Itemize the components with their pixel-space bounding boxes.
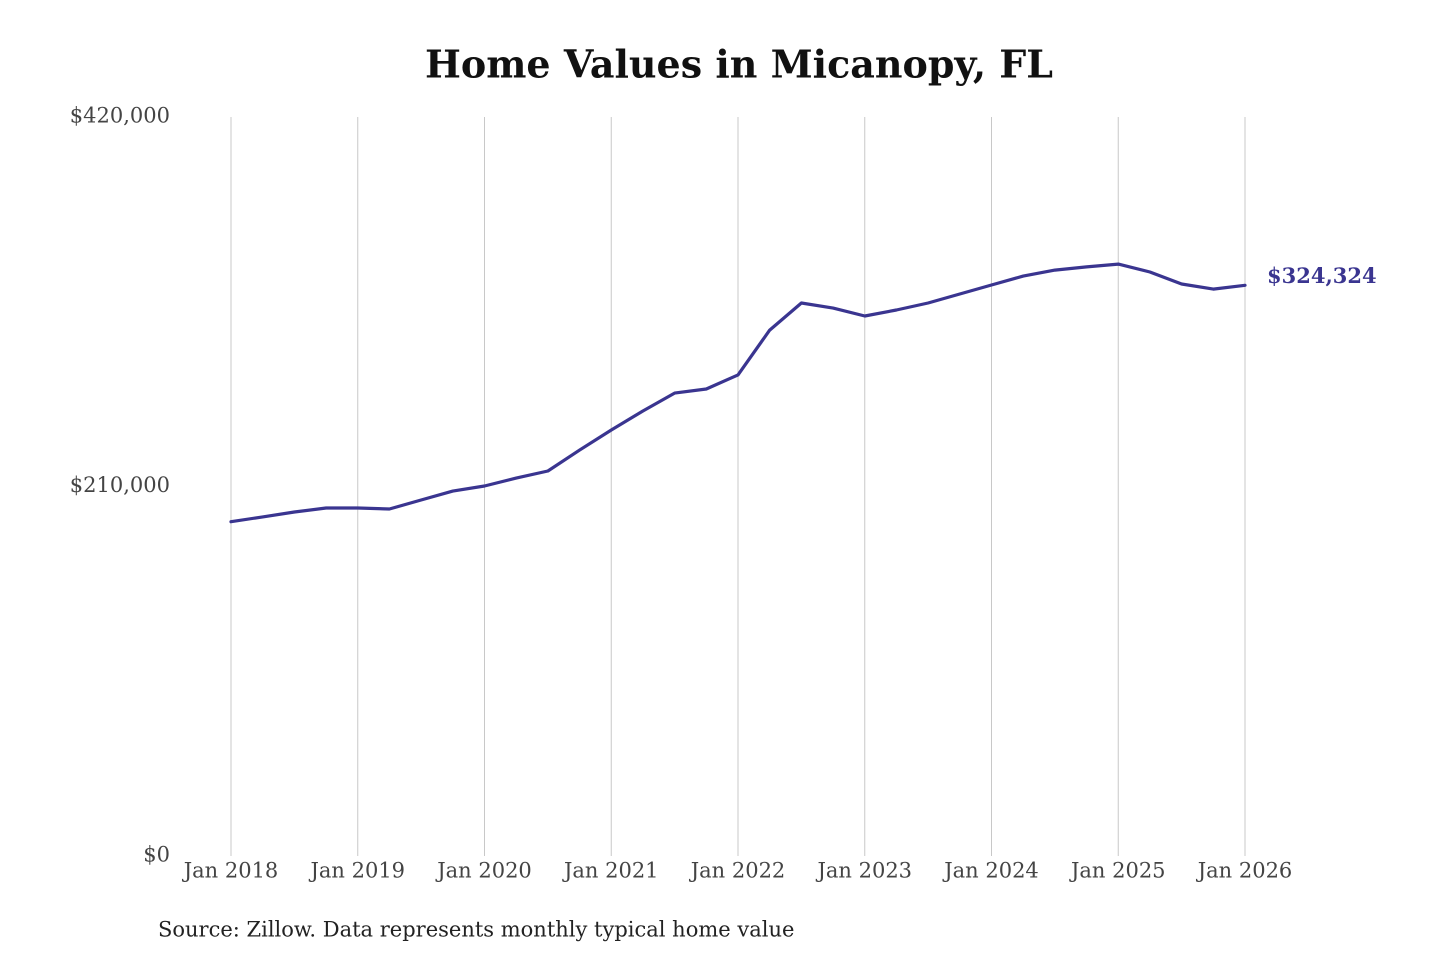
x-tick-label: Jan 2024 [942,859,1039,883]
x-tick-label: Jan 2025 [1069,859,1166,883]
x-tick-label: Jan 2021 [562,859,659,883]
y-tick-label: $0 [143,843,170,867]
x-tick-label: Jan 2020 [435,859,532,883]
chart-title: Home Values in Micanopy, FL [425,42,1053,87]
source-note: Source: Zillow. Data represents monthly … [158,918,794,942]
x-tick-label: Jan 2023 [815,859,912,883]
y-tick-label: $210,000 [70,473,170,497]
data-line [229,262,1247,524]
x-tick-label: Jan 2026 [1196,859,1293,883]
end-value-label: $324,324 [1267,263,1377,288]
y-tick-label: $420,000 [70,104,170,128]
x-tick-label: Jan 2018 [182,859,279,883]
x-tick-label: Jan 2019 [308,859,405,883]
x-tick-label: Jan 2022 [689,859,786,883]
